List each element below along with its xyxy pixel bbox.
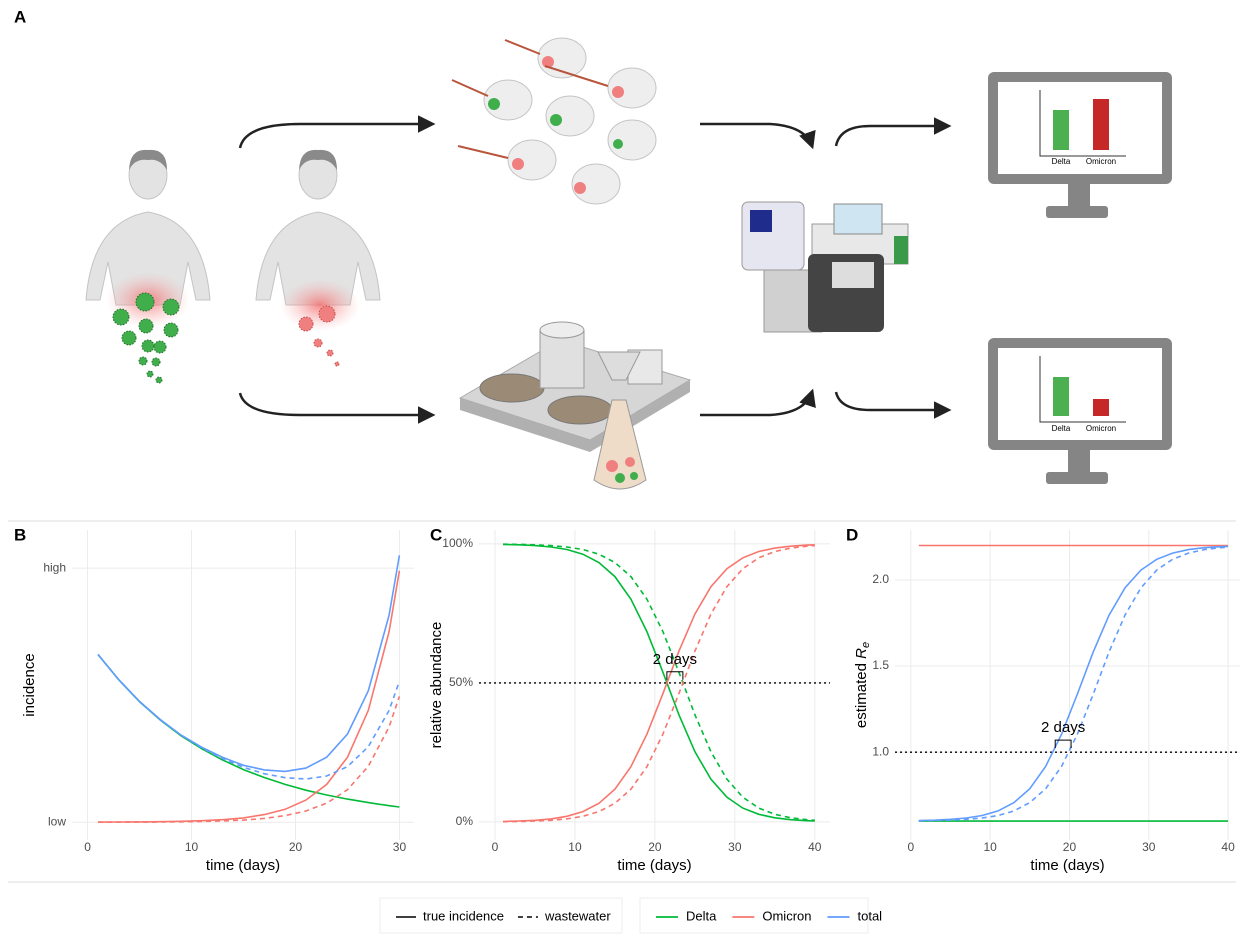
- y-axis-label-symbol: R: [853, 648, 870, 659]
- series-line: [502, 544, 815, 823]
- series-line: [918, 545, 1229, 822]
- monitor-label: Delta: [1052, 157, 1071, 166]
- monitor-label: Delta: [1052, 424, 1071, 433]
- y-axis-label-subscript: e: [860, 642, 872, 648]
- y-axis-label: estimated Re: [853, 642, 872, 728]
- legend-box: [639, 897, 869, 934]
- legend-label: true incidence: [423, 908, 504, 923]
- legend-label: Omicron: [762, 908, 811, 923]
- y-tick-label: low: [48, 814, 66, 828]
- y-tick-label: 0%: [456, 814, 474, 828]
- x-tick-label: 10: [983, 840, 997, 854]
- x-tick-label: 0: [908, 840, 915, 854]
- y-axis-label: relative abundance: [428, 622, 445, 749]
- legend-label: total: [857, 908, 882, 923]
- series-line: [502, 543, 815, 822]
- x-axis-label: time (days): [1030, 857, 1104, 874]
- series-line: [97, 653, 401, 780]
- series-line: [97, 653, 400, 808]
- x-tick-label: 10: [185, 840, 199, 854]
- y-tick-label: 100%: [442, 536, 473, 550]
- series-line: [97, 555, 401, 773]
- x-tick-label: 40: [1221, 840, 1235, 854]
- annotation: 2 days: [1041, 719, 1085, 736]
- x-tick-label: 30: [1142, 840, 1156, 854]
- monitor-label: Omicron: [1086, 157, 1116, 166]
- y-axis-label: incidence: [21, 653, 38, 716]
- monitor-label: Omicron: [1086, 424, 1116, 433]
- annotation-bracket: [1054, 739, 1072, 749]
- x-axis-label: time (days): [617, 857, 691, 874]
- series-line: [502, 544, 815, 823]
- illustration: Delta Omicron Delta Omicron: [85, 37, 1172, 490]
- series-line: [918, 546, 1229, 822]
- series-line: [97, 696, 401, 823]
- legend-box: [379, 897, 623, 934]
- series-line: [97, 570, 401, 823]
- y-tick-label: 50%: [449, 675, 473, 689]
- y-tick-label: 2.0: [872, 572, 889, 586]
- annotation: 2 days: [653, 651, 697, 668]
- y-tick-label: high: [43, 560, 66, 574]
- x-tick-label: 20: [289, 840, 303, 854]
- x-tick-label: 0: [84, 840, 91, 854]
- x-tick-label: 30: [393, 840, 407, 854]
- x-tick-label: 20: [648, 840, 662, 854]
- x-tick-label: 0: [492, 840, 499, 854]
- annotation-bracket: [666, 671, 684, 680]
- legend-label: Delta: [686, 908, 717, 923]
- x-tick-label: 20: [1063, 840, 1077, 854]
- y-tick-label: 1.5: [872, 658, 889, 672]
- legend-label: wastewater: [544, 908, 611, 923]
- y-axis-label-text: estimated: [853, 659, 870, 728]
- panel-label: A: [14, 7, 26, 26]
- series-line: [502, 543, 815, 822]
- x-tick-label: 40: [808, 840, 822, 854]
- x-axis-label: time (days): [206, 857, 280, 874]
- x-tick-label: 10: [568, 840, 582, 854]
- x-tick-label: 30: [728, 840, 742, 854]
- panel-label: D: [846, 525, 858, 544]
- y-tick-label: 1.0: [872, 744, 889, 758]
- panel-label: B: [14, 525, 26, 544]
- panel-label: C: [430, 525, 442, 544]
